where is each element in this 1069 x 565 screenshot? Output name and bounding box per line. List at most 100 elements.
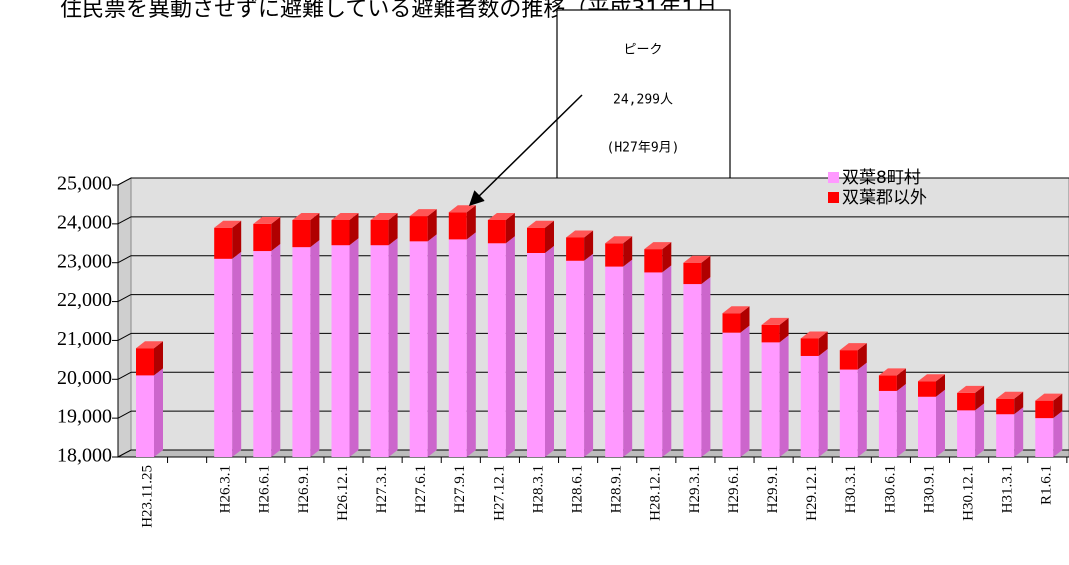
- bar-front: [918, 381, 936, 397]
- bar-front: [957, 392, 976, 411]
- annotation-arrow: [468, 94, 583, 207]
- bar-front: [605, 243, 624, 267]
- x-tick-label: H30.9.1: [921, 465, 937, 513]
- bar-front: [644, 249, 663, 273]
- bar-front: [683, 262, 702, 285]
- bar-side: [584, 230, 594, 261]
- bar-front: [409, 216, 428, 242]
- x-tick-label: H28.3.1: [530, 465, 546, 513]
- bar-front: [253, 251, 272, 457]
- bar-top: [644, 242, 672, 250]
- x-tick-label: H29.9.1: [765, 465, 781, 513]
- bar-side: [310, 212, 320, 248]
- bar-top: [839, 343, 867, 351]
- grid-line: [117, 216, 132, 225]
- bar-segment: [136, 368, 163, 457]
- bar-segment: [918, 374, 945, 397]
- bar-segment: [448, 205, 476, 240]
- bar-segment: [331, 212, 359, 246]
- bar-top: [214, 220, 242, 228]
- bar-front: [331, 219, 350, 246]
- bar-segment: [683, 277, 711, 457]
- bar-front: [722, 313, 741, 333]
- bar-segment: [800, 348, 828, 457]
- grid-line: [117, 449, 132, 458]
- bar-segment: [214, 220, 242, 259]
- x-tick-label: H30.12.1: [961, 465, 977, 521]
- bar-side: [1053, 411, 1063, 457]
- bar-top: [409, 209, 437, 217]
- bar-front: [996, 414, 1015, 457]
- bar-segment: [253, 244, 281, 457]
- bar-side: [388, 238, 398, 457]
- bar-segment: [957, 403, 985, 457]
- bar-front: [800, 355, 819, 457]
- x-tick-label: H28.6.1: [570, 465, 586, 513]
- grid-line: [117, 255, 132, 264]
- bar-top: [683, 255, 711, 263]
- bar-segment: [527, 246, 554, 457]
- y-tick-label: 21,000: [57, 328, 112, 350]
- bar-top: [331, 212, 359, 220]
- x-tick-label: H26.6.1: [257, 465, 273, 513]
- y-tick-label: 19,000: [57, 406, 112, 428]
- bar-front: [800, 338, 819, 356]
- bar-front: [370, 219, 389, 246]
- bar-side: [388, 212, 398, 246]
- bar-top: [996, 391, 1024, 399]
- bar-front: [839, 369, 858, 457]
- bar-segment: [839, 362, 867, 457]
- legend-swatch: [828, 192, 839, 203]
- bar-top: [253, 216, 281, 224]
- bar-front: [370, 245, 389, 457]
- bar-front: [214, 258, 233, 457]
- x-tick-label: H29.12.1: [804, 465, 820, 521]
- bar-top: [566, 230, 594, 238]
- bar-side: [1053, 393, 1063, 419]
- grid-line: [117, 294, 132, 303]
- bar-segment: [957, 385, 985, 411]
- x-tick-label: H27.6.1: [413, 465, 429, 513]
- grid-line: [117, 177, 132, 186]
- bar-front: [214, 227, 233, 259]
- bar-side: [896, 368, 906, 391]
- bar-side: [740, 306, 750, 333]
- bar-side: [232, 220, 242, 259]
- x-tick-label: H28.9.1: [609, 465, 625, 513]
- bar-top: [136, 341, 163, 349]
- bar-side: [975, 403, 985, 457]
- bar-segment: [566, 253, 594, 457]
- x-tick-label: H26.3.1: [218, 465, 234, 513]
- bar-side: [623, 259, 633, 457]
- bar-top: [370, 212, 398, 220]
- bar-segment: [370, 212, 398, 246]
- bar-front: [448, 212, 467, 240]
- bar-segment: [448, 232, 476, 457]
- bar-segment: [370, 238, 398, 457]
- bar-segment: [722, 325, 750, 457]
- bar-segment: [605, 259, 633, 457]
- y-tick-label: 22,000: [57, 289, 112, 311]
- bar-segment: [292, 212, 320, 248]
- bar-front: [136, 375, 154, 457]
- bar-segment: [331, 238, 359, 457]
- bar-side: [818, 348, 828, 457]
- x-tick-label: H27.9.1: [452, 465, 468, 513]
- y-tick-label: 24,000: [57, 211, 112, 233]
- bar-top: [448, 205, 476, 213]
- bar-side: [427, 234, 437, 457]
- x-tick-label: H30.6.1: [882, 465, 898, 513]
- bar-front: [878, 375, 897, 391]
- bar-side: [271, 244, 281, 457]
- bar-top: [761, 317, 789, 325]
- annotation-text: 24,299人: [613, 93, 673, 108]
- x-tick-label: H23.11.25: [139, 465, 155, 528]
- bar-segment: [644, 242, 672, 273]
- x-tick-label: H27.12.1: [491, 465, 507, 521]
- y-tick-label: 18,000: [57, 445, 112, 467]
- x-tick-label: R1.6.1: [1039, 465, 1055, 505]
- annotation-box: [556, 9, 731, 186]
- bar-top: [1035, 393, 1063, 401]
- bar-front: [487, 219, 506, 244]
- bar-side: [779, 317, 789, 343]
